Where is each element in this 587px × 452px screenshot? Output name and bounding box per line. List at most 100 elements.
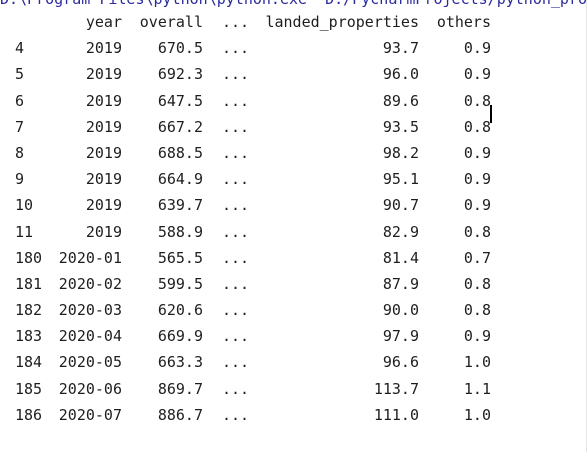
cell-ellipsis: ... bbox=[222, 170, 250, 189]
cell-others: 0.9 bbox=[463, 143, 491, 162]
table-row: 185 2020-06 869.7... 113.7 1.1 bbox=[0, 377, 587, 403]
cell-ellipsis: ... bbox=[222, 405, 250, 424]
header-overall: overall bbox=[139, 13, 203, 31]
header-row: year overall ... landed_properties other… bbox=[0, 10, 587, 36]
cell-year: 2019 bbox=[85, 117, 122, 136]
table-row: 9 2019 664.9... 95.1 0.9 bbox=[0, 167, 587, 193]
cell-others: 0.8 bbox=[463, 301, 491, 320]
table-row: 10 2019 639.7... 90.7 0.9 bbox=[0, 193, 587, 219]
row-index: 185 bbox=[15, 379, 43, 398]
cell-overall: 599.5 bbox=[157, 274, 203, 293]
cell-year: 2020-05 bbox=[58, 353, 122, 372]
cell-others: 0.9 bbox=[463, 65, 491, 84]
cell-year: 2019 bbox=[85, 196, 122, 215]
cell-year: 2020-04 bbox=[58, 327, 122, 346]
cell-overall: 565.5 bbox=[157, 248, 203, 267]
table-row: 8 2019 688.5... 98.2 0.9 bbox=[0, 141, 587, 167]
header-landed-properties: landed_properties bbox=[265, 13, 419, 31]
cell-overall: 692.3 bbox=[157, 65, 203, 84]
cell-year: 2020-06 bbox=[58, 379, 122, 398]
cell-overall: 886.7 bbox=[157, 405, 203, 424]
cell-landed-properties: 96.0 bbox=[382, 65, 419, 84]
table-row: 182 2020-03 620.6... 90.0 0.8 bbox=[0, 298, 587, 324]
cell-landed-properties: 93.7 bbox=[382, 39, 419, 58]
cell-overall: 670.5 bbox=[157, 39, 203, 58]
cell-landed-properties: 81.4 bbox=[382, 248, 419, 267]
cell-year: 2019 bbox=[85, 91, 122, 110]
cell-landed-properties: 89.6 bbox=[382, 91, 419, 110]
cell-overall: 667.2 bbox=[157, 117, 203, 136]
table-row: 6 2019 647.5... 89.6 0.8 bbox=[0, 89, 587, 115]
cell-ellipsis: ... bbox=[222, 39, 250, 58]
cell-ellipsis: ... bbox=[222, 301, 250, 320]
row-index: 8 bbox=[15, 143, 25, 162]
cell-ellipsis: ... bbox=[222, 143, 250, 162]
cell-others: 0.9 bbox=[463, 196, 491, 215]
cell-others: 0.8 bbox=[463, 117, 491, 136]
row-index: 11 bbox=[15, 222, 34, 241]
cell-ellipsis: ... bbox=[222, 248, 250, 267]
cell-year: 2020-07 bbox=[58, 405, 122, 424]
cell-others: 0.9 bbox=[463, 327, 491, 346]
row-index: 182 bbox=[15, 301, 43, 320]
cell-overall: 620.6 bbox=[157, 301, 203, 320]
cell-ellipsis: ... bbox=[222, 117, 250, 136]
cell-overall: 647.5 bbox=[157, 91, 203, 110]
cell-landed-properties: 93.5 bbox=[382, 117, 419, 136]
header-year: year bbox=[85, 13, 122, 31]
table-row: 180 2020-01 565.5... 81.4 0.7 bbox=[0, 246, 587, 272]
cell-landed-properties: 82.9 bbox=[382, 222, 419, 241]
cell-landed-properties: 95.1 bbox=[382, 170, 419, 189]
table-row: 5 2019 692.3... 96.0 0.9 bbox=[0, 62, 587, 88]
cell-overall: 639.7 bbox=[157, 196, 203, 215]
table-row: 11 2019 588.9... 82.9 0.8 bbox=[0, 220, 587, 246]
row-index: 184 bbox=[15, 353, 43, 372]
text-cursor bbox=[490, 105, 492, 123]
row-index: 5 bbox=[15, 65, 25, 84]
cell-landed-properties: 113.7 bbox=[373, 379, 419, 398]
cell-landed-properties: 111.0 bbox=[373, 405, 419, 424]
dataframe-output: year overall ... landed_properties other… bbox=[0, 10, 587, 429]
cell-year: 2020-01 bbox=[58, 248, 122, 267]
cell-ellipsis: ... bbox=[222, 379, 250, 398]
cell-year: 2019 bbox=[85, 143, 122, 162]
cell-ellipsis: ... bbox=[222, 65, 250, 84]
row-index: 10 bbox=[15, 196, 34, 215]
cell-ellipsis: ... bbox=[222, 91, 250, 110]
cell-year: 2020-02 bbox=[58, 274, 122, 293]
cell-year: 2019 bbox=[85, 170, 122, 189]
cell-others: 1.0 bbox=[463, 353, 491, 372]
table-row: 7 2019 667.2... 93.5 0.8 bbox=[0, 115, 587, 141]
table-row: 183 2020-04 669.9... 97.9 0.9 bbox=[0, 324, 587, 350]
cell-others: 0.8 bbox=[463, 222, 491, 241]
cell-ellipsis: ... bbox=[222, 353, 250, 372]
cell-others: 1.0 bbox=[463, 405, 491, 424]
cell-landed-properties: 96.6 bbox=[382, 353, 419, 372]
cell-year: 2019 bbox=[85, 39, 122, 58]
cell-ellipsis: ... bbox=[222, 274, 250, 293]
table-row: 4 2019 670.5... 93.7 0.9 bbox=[0, 36, 587, 62]
cell-others: 0.8 bbox=[463, 91, 491, 110]
cell-others: 0.9 bbox=[463, 170, 491, 189]
cell-overall: 588.9 bbox=[157, 222, 203, 241]
cell-year: 2019 bbox=[85, 65, 122, 84]
row-index: 6 bbox=[15, 91, 25, 110]
row-index: 4 bbox=[15, 39, 25, 58]
cell-landed-properties: 90.7 bbox=[382, 196, 419, 215]
cell-others: 0.8 bbox=[463, 274, 491, 293]
cell-overall: 663.3 bbox=[157, 353, 203, 372]
cell-ellipsis: ... bbox=[222, 327, 250, 346]
run-command-line: D:\Program Files\python\python.exe D:/Py… bbox=[0, 0, 587, 9]
table-row: 184 2020-05 663.3... 96.6 1.0 bbox=[0, 350, 587, 376]
row-index: 9 bbox=[15, 170, 25, 189]
cell-year: 2020-03 bbox=[58, 301, 122, 320]
cell-overall: 869.7 bbox=[157, 379, 203, 398]
cell-landed-properties: 90.0 bbox=[382, 301, 419, 320]
cell-landed-properties: 97.9 bbox=[382, 327, 419, 346]
cell-others: 0.9 bbox=[463, 39, 491, 58]
cell-year: 2019 bbox=[85, 222, 122, 241]
table-row: 186 2020-07 886.7... 111.0 1.0 bbox=[0, 403, 587, 429]
cell-overall: 664.9 bbox=[157, 170, 203, 189]
cell-overall: 688.5 bbox=[157, 143, 203, 162]
row-index: 7 bbox=[15, 117, 25, 136]
